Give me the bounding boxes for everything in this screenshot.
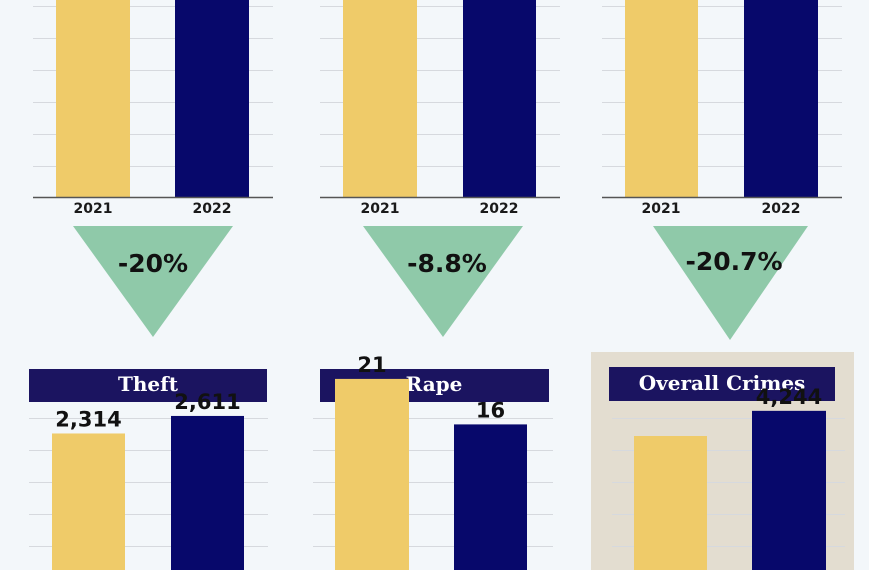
bar-2021 <box>52 433 125 570</box>
overall-crimes-title-box <box>609 367 835 401</box>
change-label-2: -8.8% <box>407 249 487 278</box>
value-label-2021: 2,314 <box>55 407 121 431</box>
top-chart-2-tick-2021: 2021 <box>361 201 400 217</box>
value-label-2021: 21 <box>357 353 386 377</box>
top-chart-3: 2021 2022 <box>602 0 842 217</box>
top-chart-1-bar-2021 <box>56 0 130 197</box>
top-chart-2-tick-2022: 2022 <box>480 201 519 217</box>
bar-2021 <box>634 436 707 570</box>
top-chart-3-tick-2022: 2022 <box>762 201 801 217</box>
bar-2021 <box>335 378 409 570</box>
top-chart-1-tick-2021: 2021 <box>74 201 113 217</box>
value-label-2022: 16 <box>476 398 505 422</box>
change-arrow-1 <box>73 226 233 337</box>
top-chart-1-tick-2022: 2022 <box>193 201 232 217</box>
change-label-1: -20% <box>118 249 188 278</box>
bar-2022 <box>171 415 244 570</box>
top-chart-3-tick-2021: 2021 <box>642 201 681 217</box>
bar-2022 <box>752 410 826 570</box>
change-arrow-2 <box>363 226 523 337</box>
top-chart-1-bar-2022 <box>175 0 249 197</box>
theft-title: Theft <box>118 372 179 396</box>
value-label-2022: 4,244 <box>756 385 822 409</box>
top-chart-3-bar-2021 <box>625 0 698 197</box>
top-chart-2-bar-2021 <box>343 0 417 197</box>
top-chart-2-bar-2022 <box>463 0 536 197</box>
theft-chart: Theft 2,314 2,611 <box>29 369 268 570</box>
change-label-3: -20.7% <box>685 247 782 276</box>
overall-crimes-chart: Overall Crimes 4,244 <box>609 367 845 570</box>
rape-chart: Rape 21 16 <box>313 353 553 570</box>
rape-title: Rape <box>406 372 463 396</box>
top-chart-3-bar-2022 <box>744 0 818 197</box>
overall-crimes-title: Overall Crimes <box>639 371 806 395</box>
change-arrow-3 <box>653 226 808 340</box>
bar-2022 <box>454 424 527 570</box>
top-chart-1: 2021 2022 <box>33 0 273 217</box>
value-label-2022: 2,611 <box>174 390 240 414</box>
top-chart-2: 2021 2022 <box>320 0 560 217</box>
theft-title-box <box>29 369 267 402</box>
